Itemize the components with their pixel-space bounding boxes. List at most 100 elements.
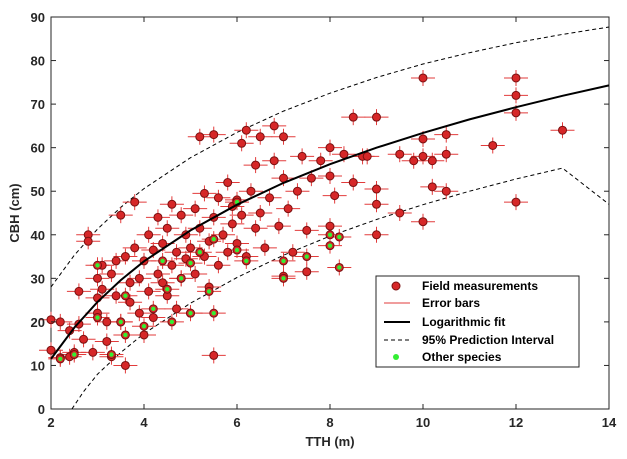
field-point [190,204,200,214]
other-species-point [327,232,333,237]
other-species-point [244,258,249,264]
field-point [153,269,163,279]
field-point [120,252,130,262]
field-point [395,208,405,218]
field-point [97,284,107,294]
field-point [348,112,358,122]
other-species-point [160,258,165,264]
field-point [302,225,312,235]
field-point [125,278,135,288]
y-axis-label: CBH (cm) [7,183,22,242]
field-point [302,267,312,277]
other-species-point [141,324,147,329]
other-species-point [118,319,123,325]
field-point [251,223,261,233]
other-species-point [211,236,216,242]
x-tick-label: 6 [233,415,240,430]
other-species-point [95,263,100,268]
field-point [106,269,116,279]
field-point [372,112,381,122]
field-point [162,223,172,233]
field-point [330,191,340,201]
field-point [213,193,223,203]
field-point [46,345,56,355]
legend-marker-field [391,281,401,291]
x-tick-label: 2 [47,415,54,430]
field-point [88,347,98,357]
other-species-point [197,250,202,255]
field-point [265,193,275,203]
x-tick-label: 12 [509,415,523,430]
other-species-point [188,260,193,266]
field-point [246,186,256,196]
field-point [195,132,205,142]
other-species-point [95,315,100,320]
other-species-point [234,247,240,253]
other-species-point [109,352,114,357]
field-point [74,286,84,296]
field-point [46,315,56,325]
field-point [269,121,279,131]
y-tick-label: 60 [31,141,45,156]
field-point [79,334,89,344]
fit-layer [50,84,610,360]
field-point [227,219,237,229]
field-point [120,360,130,370]
field-point [418,151,428,161]
other-species-point [188,310,193,316]
field-point [511,197,521,207]
field-point [167,260,177,270]
logarithmic-fit-line [50,84,610,360]
field-point [190,269,200,279]
field-point [488,140,498,150]
field-point [362,151,372,161]
field-point [144,230,154,240]
other-species-point [169,319,175,325]
field-point [306,173,316,183]
legend-label-field: Field measurements [422,279,538,293]
y-tick-label: 20 [31,315,45,330]
field-point [283,204,293,214]
field-point [441,186,451,196]
field-point [125,297,135,307]
y-tick-label: 30 [31,271,45,286]
other-species-point [179,276,184,281]
field-point [251,160,261,170]
field-point [223,247,233,257]
field-point [269,156,279,166]
field-point [83,236,93,246]
field-point [441,130,451,140]
field-point [139,330,149,340]
other-species-point [304,254,309,259]
field-point [167,199,177,209]
y-tick-label: 80 [31,54,45,69]
field-point [255,132,265,142]
field-point [288,247,298,257]
field-point [325,171,335,181]
field-point [116,210,126,220]
field-point [158,238,168,248]
field-point [172,304,182,314]
field-point [279,132,288,142]
field-point [325,143,335,153]
field-point [418,217,428,227]
field-point [316,156,326,166]
other-species-point [206,289,212,294]
field-point [348,178,358,188]
field-point [134,308,144,318]
prediction-upper-line [50,26,610,288]
other-species-point [72,352,77,357]
legend-label-error: Error bars [422,296,480,310]
field-point [237,210,247,220]
y-tick-label: 40 [31,228,45,243]
other-species-point [281,276,286,281]
field-point [274,221,284,231]
legend-label-fit: Logarithmic fit [422,315,505,329]
field-point [102,317,112,327]
x-tick-label: 14 [602,415,617,430]
other-species-point [151,306,156,312]
x-axis-label: TTH (m) [305,434,354,449]
field-point [176,210,186,220]
field-point [255,208,265,218]
